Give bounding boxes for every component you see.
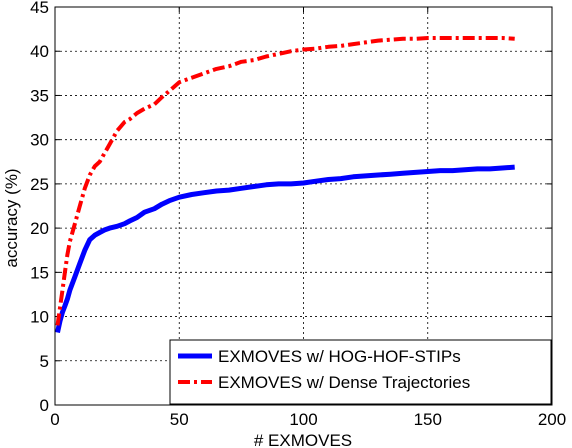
plot-frame — [54, 6, 553, 406]
legend-box — [169, 339, 552, 405]
y-tick-label: 25 — [30, 175, 49, 194]
x-tick-label: 150 — [414, 410, 442, 429]
y-tick-label: 15 — [30, 263, 49, 282]
y-tick-label: 5 — [40, 352, 49, 371]
y-tick-label: 0 — [40, 396, 49, 415]
series-line-dense-trajectories — [55, 36, 515, 326]
x-tick-label: 100 — [289, 410, 317, 429]
legend: EXMOVES w/ HOG-HOF-STIPs EXMOVES w/ Dens… — [169, 339, 552, 405]
series-line-hog-hof-stips — [55, 164, 515, 334]
legend-label-hog: EXMOVES w/ HOG-HOF-STIPs — [218, 347, 461, 366]
y-tick-label: 30 — [30, 131, 49, 150]
x-axis-label: # EXMOVES — [254, 431, 352, 448]
legend-label-dense: EXMOVES w/ Dense Trajectories — [218, 373, 470, 392]
grid — [55, 7, 552, 405]
x-tick-label: 50 — [170, 410, 189, 429]
y-axis-label: accuracy (%) — [2, 168, 21, 267]
y-tick-label: 40 — [30, 42, 49, 61]
x-tick-label: 0 — [50, 410, 59, 429]
series — [55, 36, 515, 334]
y-tick-label: 20 — [30, 219, 49, 238]
y-tick-label: 10 — [30, 308, 49, 327]
x-tick-label: 200 — [538, 410, 566, 429]
y-tick-label: 45 — [30, 0, 49, 17]
y-tick-label: 35 — [30, 86, 49, 105]
